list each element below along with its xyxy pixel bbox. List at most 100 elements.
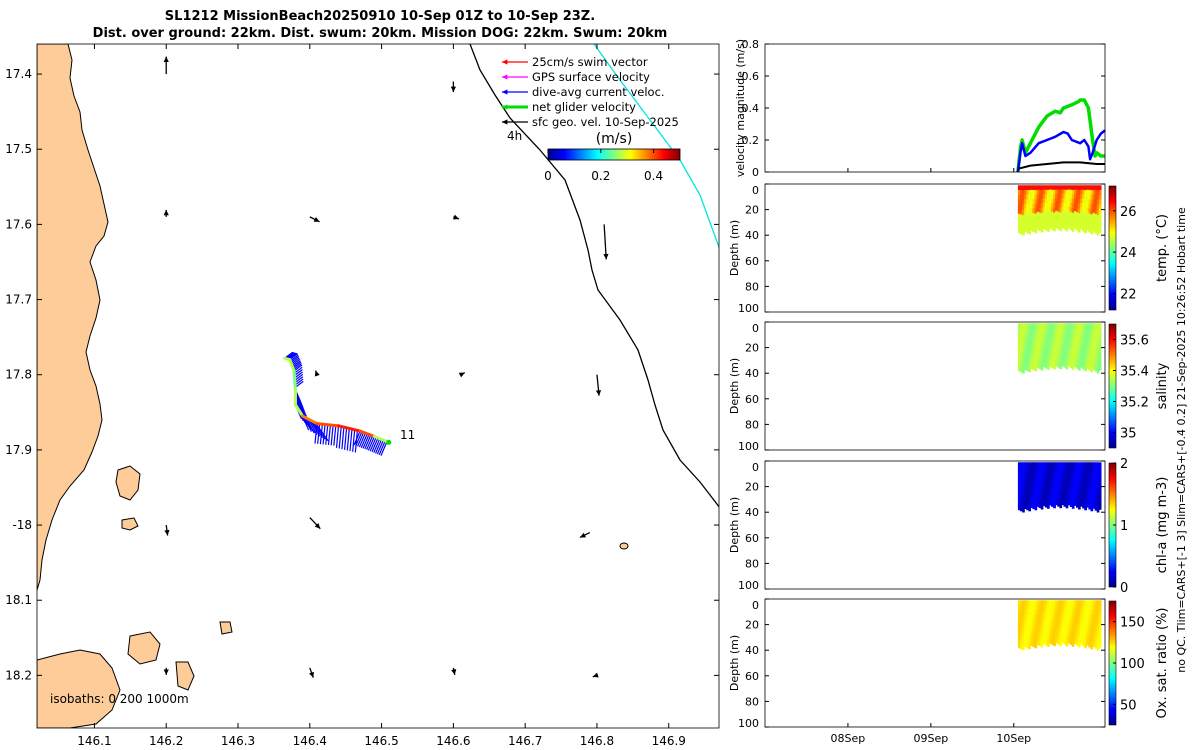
map-y-tick-label: 17.7 [5, 293, 32, 307]
heatmap-cell [1044, 363, 1048, 369]
heatmap-cell [1030, 185, 1034, 191]
heatmap-cell [1092, 189, 1096, 196]
heatmap-cell [1084, 490, 1087, 496]
heatmap-cell [1080, 353, 1083, 359]
heatmap-cell [1057, 220, 1060, 226]
heatmap-cell [1061, 466, 1065, 472]
heatmap-cell [1053, 212, 1056, 218]
heatmap-cell [1082, 323, 1085, 329]
heatmap-cell [1065, 208, 1069, 214]
heatmap-cell [1071, 212, 1075, 218]
depth-tick-label: 0 [752, 322, 759, 335]
current-vector [290, 356, 300, 363]
heatmap-cell [1049, 357, 1052, 363]
heatmap-cell [1084, 605, 1087, 611]
heatmap-cell [1047, 364, 1050, 370]
heatmap-cell [1044, 189, 1048, 195]
heatmap-cell [1042, 336, 1046, 342]
heatmap-cell [1078, 480, 1081, 487]
current-vector [349, 429, 353, 452]
heatmap-cell [1080, 185, 1083, 191]
heatmap-cell [1049, 492, 1052, 497]
heatmap-cell [1092, 609, 1096, 615]
heatmap-cell [1086, 631, 1089, 637]
heatmap-cell [1084, 190, 1087, 196]
current-vector [364, 434, 372, 450]
heatmap-cell [1044, 212, 1048, 218]
depth-tick-label: 80 [745, 695, 759, 708]
velocity-y-label: velocity magnitude (m/s) [734, 39, 747, 177]
heatmap-cell [1051, 466, 1054, 472]
map-x-tick-label: 146.9 [652, 734, 686, 748]
heatmap-cell [1032, 222, 1036, 228]
heatmap-cell [1026, 614, 1029, 620]
title-line-1: SL1212 MissionBeach20250910 10-Sep 01Z t… [164, 9, 596, 24]
heatmap-cell [1034, 467, 1038, 473]
heatmap-cell [1042, 617, 1046, 623]
heatmap-cell [1028, 476, 1031, 483]
heatmap-cell [1069, 493, 1073, 499]
heatmap-cell [1020, 342, 1023, 349]
heatmap-cell [1069, 497, 1073, 503]
heatmap-cell [1061, 638, 1065, 644]
heatmap-cell [1017, 185, 1021, 191]
heatmap-cell [1051, 211, 1054, 217]
heatmap-cell [1032, 471, 1036, 477]
colorbar-tick-label: 26 [1120, 205, 1137, 220]
heatmap-cell [1073, 185, 1077, 191]
heatmap-cell [1096, 328, 1100, 334]
heatmap-cell [1092, 641, 1096, 647]
heatmap-cell [1020, 491, 1023, 497]
heatmap-cell [1080, 211, 1083, 217]
heatmap-cell [1030, 462, 1034, 468]
heatmap-cell [1059, 498, 1063, 504]
depth-tick-label: 80 [745, 557, 759, 570]
heatmap-cell [1098, 227, 1102, 233]
heatmap-cell [1078, 222, 1081, 228]
current-vector [293, 363, 302, 371]
heatmap-cell [1063, 194, 1067, 199]
heatmap-cell [1051, 501, 1054, 507]
heatmap-cell [1034, 462, 1038, 468]
heatmap-cell [1078, 351, 1081, 357]
heatmap-cell [1040, 189, 1044, 196]
heatmap-cell [1059, 359, 1063, 365]
sfc-vector-head [163, 669, 169, 675]
heatmap-cell [1038, 198, 1042, 204]
map-y-tick-label: 18.1 [5, 593, 32, 607]
heatmap-cell [1036, 600, 1040, 606]
heatmap-cell [1061, 336, 1065, 341]
heatmap-cell [1020, 219, 1023, 225]
heatmap-cell [1022, 229, 1025, 236]
heatmap-cell [1017, 619, 1021, 625]
current-vector [338, 426, 342, 449]
heatmap-cell [1088, 351, 1092, 357]
heatmap-cell [1030, 363, 1034, 369]
heatmap-cell [1059, 189, 1063, 195]
heatmap-cell [1049, 608, 1052, 614]
heatmap-cell [1034, 505, 1038, 511]
colorbar-label: salinity [1155, 362, 1170, 409]
heatmap-cell [1080, 220, 1083, 226]
heatmap-cell [1051, 349, 1054, 355]
heatmap-cell [1034, 471, 1038, 478]
heatmap-cell [1098, 328, 1102, 334]
island-2 [121, 517, 139, 531]
heatmap-cell [1071, 346, 1075, 352]
heatmap-cell [1080, 323, 1083, 329]
heatmap-cell [1073, 466, 1077, 472]
heatmap-cell [1078, 355, 1081, 362]
heatmap-cell [1076, 475, 1079, 481]
heatmap-cell [1088, 471, 1092, 477]
velocity-y-tick-label: 0.4 [742, 102, 760, 115]
heatmap-cell [1030, 194, 1034, 200]
heatmap-cell [1076, 359, 1079, 365]
heatmap-cell [1080, 336, 1083, 342]
heatmap-cell [1044, 323, 1048, 329]
heatmap-cell [1071, 199, 1075, 205]
heatmap-cell [1098, 614, 1102, 620]
heatmap-cell [1073, 198, 1077, 204]
heatmap-cell [1078, 189, 1081, 196]
heatmap-cell [1071, 208, 1075, 214]
heatmap-cell [1036, 471, 1040, 477]
